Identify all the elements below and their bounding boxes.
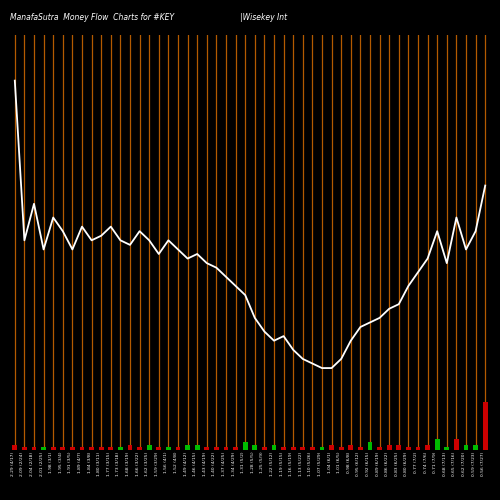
Bar: [464, 444, 468, 450]
Bar: [41, 448, 46, 450]
Bar: [320, 448, 324, 450]
Bar: [224, 448, 228, 450]
Text: |Wisekey Int: |Wisekey Int: [240, 12, 287, 22]
Bar: [339, 448, 344, 450]
Bar: [166, 448, 171, 450]
Bar: [329, 444, 334, 450]
Bar: [387, 444, 392, 450]
Bar: [425, 444, 430, 450]
Bar: [195, 444, 200, 450]
Bar: [368, 442, 372, 450]
Bar: [60, 448, 65, 450]
Bar: [147, 444, 152, 450]
Bar: [416, 448, 420, 450]
Bar: [99, 448, 103, 450]
Bar: [156, 448, 161, 450]
Bar: [128, 444, 132, 450]
Bar: [32, 448, 36, 450]
Bar: [70, 448, 75, 450]
Bar: [444, 448, 449, 450]
Bar: [12, 444, 17, 450]
Bar: [108, 448, 113, 450]
Bar: [185, 444, 190, 450]
Bar: [406, 448, 411, 450]
Bar: [214, 448, 219, 450]
Bar: [348, 444, 353, 450]
Bar: [435, 440, 440, 450]
Bar: [22, 448, 27, 450]
Bar: [176, 448, 180, 450]
Bar: [454, 440, 459, 450]
Bar: [396, 444, 401, 450]
Bar: [310, 448, 315, 450]
Bar: [377, 448, 382, 450]
Bar: [243, 442, 248, 450]
Bar: [118, 448, 123, 450]
Bar: [483, 402, 488, 450]
Bar: [358, 448, 363, 450]
Bar: [291, 448, 296, 450]
Bar: [262, 448, 267, 450]
Bar: [137, 448, 142, 450]
Text: ManafaSutra  Money Flow  Charts for #KEY: ManafaSutra Money Flow Charts for #KEY: [10, 12, 174, 22]
Bar: [233, 448, 238, 450]
Bar: [80, 448, 84, 450]
Bar: [272, 444, 276, 450]
Bar: [252, 444, 257, 450]
Bar: [89, 448, 94, 450]
Bar: [300, 448, 305, 450]
Bar: [281, 448, 286, 450]
Bar: [204, 448, 209, 450]
Bar: [51, 448, 56, 450]
Bar: [473, 444, 478, 450]
